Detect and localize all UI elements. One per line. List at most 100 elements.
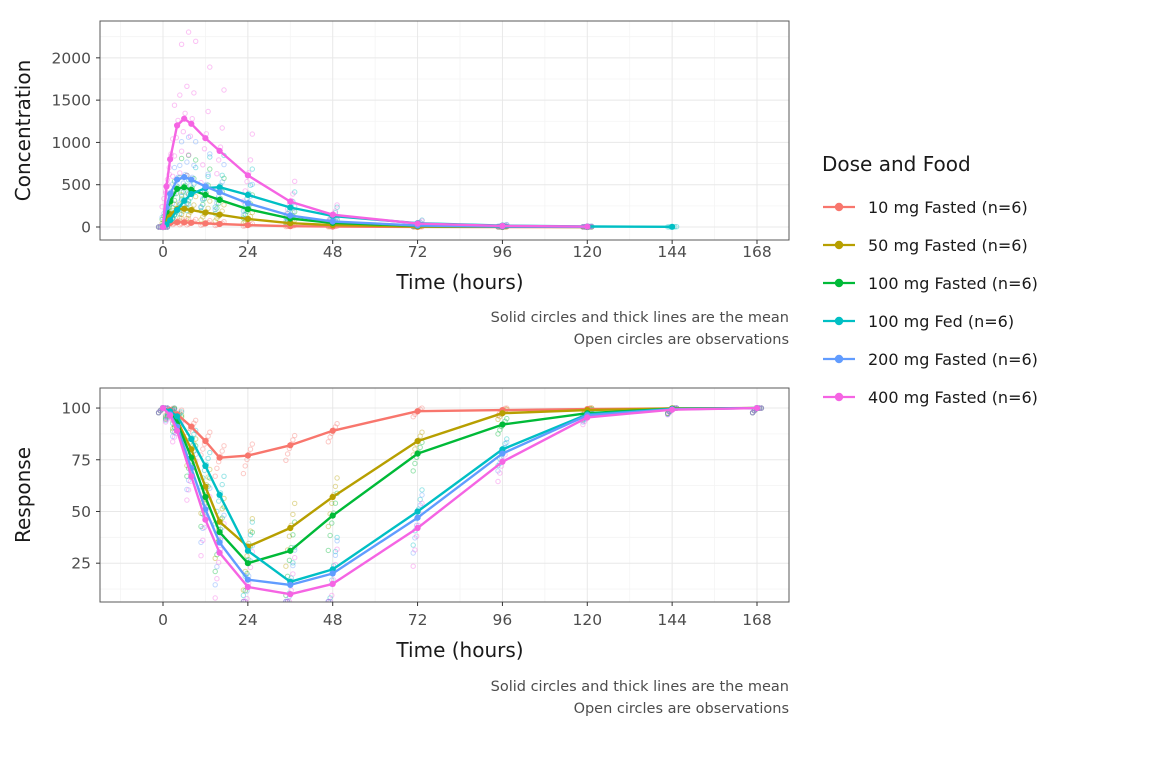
observation-point (185, 134, 192, 140)
y-tick-label: 1500 (52, 92, 91, 110)
observation-point (155, 410, 162, 416)
y-tick-label: 500 (61, 176, 91, 194)
y-axis-title: Concentration (11, 60, 35, 201)
series-mean-points-5 (159, 405, 761, 598)
mean-point (287, 198, 294, 205)
observation-point (292, 189, 298, 195)
mean-point (414, 514, 421, 521)
observation-point (334, 421, 340, 427)
legend-key-point (834, 392, 844, 402)
observation-point (290, 560, 296, 566)
observation-point (212, 204, 218, 210)
legend-key-icon (823, 278, 855, 288)
mean-point (216, 529, 223, 536)
observation-point (327, 532, 333, 539)
series-line-5 (161, 117, 589, 229)
y-tick-label: 100 (61, 400, 91, 418)
observation-point (325, 439, 331, 445)
observation-point (219, 125, 225, 131)
y-tick-label: 1000 (52, 134, 91, 152)
observation-point (329, 500, 335, 506)
observation-point (214, 171, 220, 177)
x-axis-title: Time (hours) (395, 270, 523, 294)
legend-item: 400 mg Fasted (n=6) (822, 378, 1142, 416)
observation-point (327, 595, 333, 601)
observation-point (249, 441, 256, 447)
mean-point (244, 583, 251, 591)
observation-point (191, 202, 197, 208)
mean-point (499, 410, 506, 417)
observation-point (198, 539, 204, 546)
observation-point (205, 108, 211, 115)
observation-point (177, 211, 183, 217)
observation-point (292, 178, 298, 185)
mean-point (584, 414, 591, 421)
observation-point (219, 448, 225, 454)
observation-point (334, 538, 340, 544)
observation-point (200, 446, 206, 452)
mean-point (188, 207, 195, 214)
observation-point (292, 555, 298, 561)
observation-point (219, 172, 225, 179)
observation-point (212, 207, 218, 213)
x-axis-title: Time (hours) (395, 638, 523, 662)
observation-point (177, 92, 183, 98)
mean-point (167, 412, 174, 419)
legend-item: 10 mg Fasted (n=6) (822, 188, 1142, 226)
mean-point (499, 450, 506, 457)
observation-point (247, 564, 254, 571)
legend-item: 100 mg Fed (n=6) (822, 302, 1142, 340)
mean-point (287, 581, 294, 589)
observation-point (410, 414, 416, 420)
mean-point (202, 483, 209, 490)
legend: Dose and Food 10 mg Fasted (n=6) 50 mg F… (822, 152, 1142, 416)
mean-point (188, 190, 195, 198)
observation-point (171, 153, 178, 159)
mean-point (216, 220, 223, 228)
mean-point (216, 549, 223, 556)
observation-point (332, 548, 339, 555)
observation-point (205, 171, 211, 177)
observation-point (417, 502, 423, 508)
mean-point (329, 218, 336, 225)
observation-point (205, 433, 211, 439)
mean-point (216, 518, 223, 525)
observation-point (184, 215, 190, 222)
observation-point (207, 429, 213, 435)
observation-point (178, 192, 185, 198)
mean-point (414, 524, 421, 532)
observation-point (177, 170, 183, 176)
observation-point (155, 410, 162, 416)
observation-point (193, 139, 199, 145)
observation-point (171, 201, 178, 207)
mean-point (181, 174, 188, 181)
mean-point (414, 408, 421, 415)
observation-point (212, 555, 218, 561)
x-tick-label: 168 (742, 611, 772, 629)
mean-point (188, 219, 195, 226)
mean-point (174, 122, 181, 129)
mean-point (159, 405, 167, 412)
observation-point (495, 468, 501, 474)
mean-point (287, 524, 294, 532)
observation-point (216, 498, 222, 504)
observation-point (214, 205, 220, 211)
legend-key-point (834, 316, 844, 326)
observation-point (334, 475, 340, 481)
observation-point (249, 529, 256, 535)
observation-point (207, 449, 213, 456)
legend-item: 100 mg Fasted (n=6) (822, 264, 1142, 302)
mean-point (753, 405, 761, 412)
observation-point (178, 189, 185, 195)
observation-point (419, 500, 425, 507)
legend-title: Dose and Food (822, 152, 971, 176)
mean-point (181, 115, 188, 122)
mean-point (414, 220, 421, 227)
legend-key-point (834, 354, 844, 364)
observation-point (191, 90, 197, 96)
observation-point (212, 473, 218, 479)
observation-point (221, 161, 227, 168)
observation-point (193, 164, 199, 171)
